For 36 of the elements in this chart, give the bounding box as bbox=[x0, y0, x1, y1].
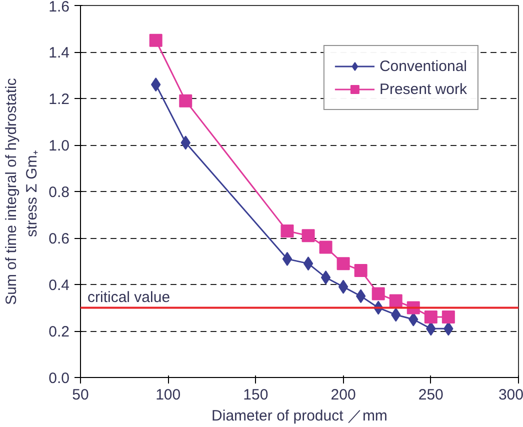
point bbox=[356, 289, 366, 304]
y-tick-label: 0.4 bbox=[48, 277, 70, 294]
point bbox=[338, 280, 348, 294]
legend-label: Present work bbox=[379, 80, 467, 98]
x-tick-label: 200 bbox=[330, 386, 356, 404]
point bbox=[389, 294, 402, 308]
point bbox=[354, 264, 368, 278]
legend-label: Conventional bbox=[379, 58, 467, 74]
y-tick-label: 1.6 bbox=[48, 0, 70, 16]
x-tick-label: 250 bbox=[418, 386, 444, 404]
y-tick-label: 1.0 bbox=[48, 138, 70, 154]
y-tick-label: 0.8 bbox=[48, 184, 70, 201]
point bbox=[372, 287, 385, 300]
point bbox=[179, 94, 192, 108]
y-axis-title: Sum of time integral of hydrostatic stress Σ Gm₊ bbox=[3, 78, 41, 305]
x-axis-title: Diameter of product ／mm bbox=[212, 408, 388, 424]
y-tick-label: 0.0 bbox=[48, 370, 70, 387]
x-tick-label: 300 bbox=[498, 386, 523, 404]
y-tick-label: 0.2 bbox=[48, 324, 70, 340]
point bbox=[280, 224, 294, 238]
x-tick-label: 150 bbox=[243, 386, 268, 404]
point bbox=[442, 310, 455, 324]
y-tick-label: 1.4 bbox=[48, 44, 70, 62]
point bbox=[302, 229, 315, 242]
ref-line-label: critical value bbox=[88, 288, 170, 306]
y-tick-label: 0.6 bbox=[48, 230, 70, 248]
x-tick-label: 50 bbox=[72, 386, 89, 404]
x-tick-label: 100 bbox=[156, 386, 181, 404]
point bbox=[424, 310, 438, 324]
point bbox=[319, 240, 332, 254]
point bbox=[320, 270, 331, 285]
point bbox=[282, 252, 292, 266]
y-tick-label: 1.2 bbox=[48, 91, 70, 108]
point bbox=[149, 34, 162, 47]
point bbox=[303, 256, 314, 271]
point bbox=[336, 257, 350, 270]
